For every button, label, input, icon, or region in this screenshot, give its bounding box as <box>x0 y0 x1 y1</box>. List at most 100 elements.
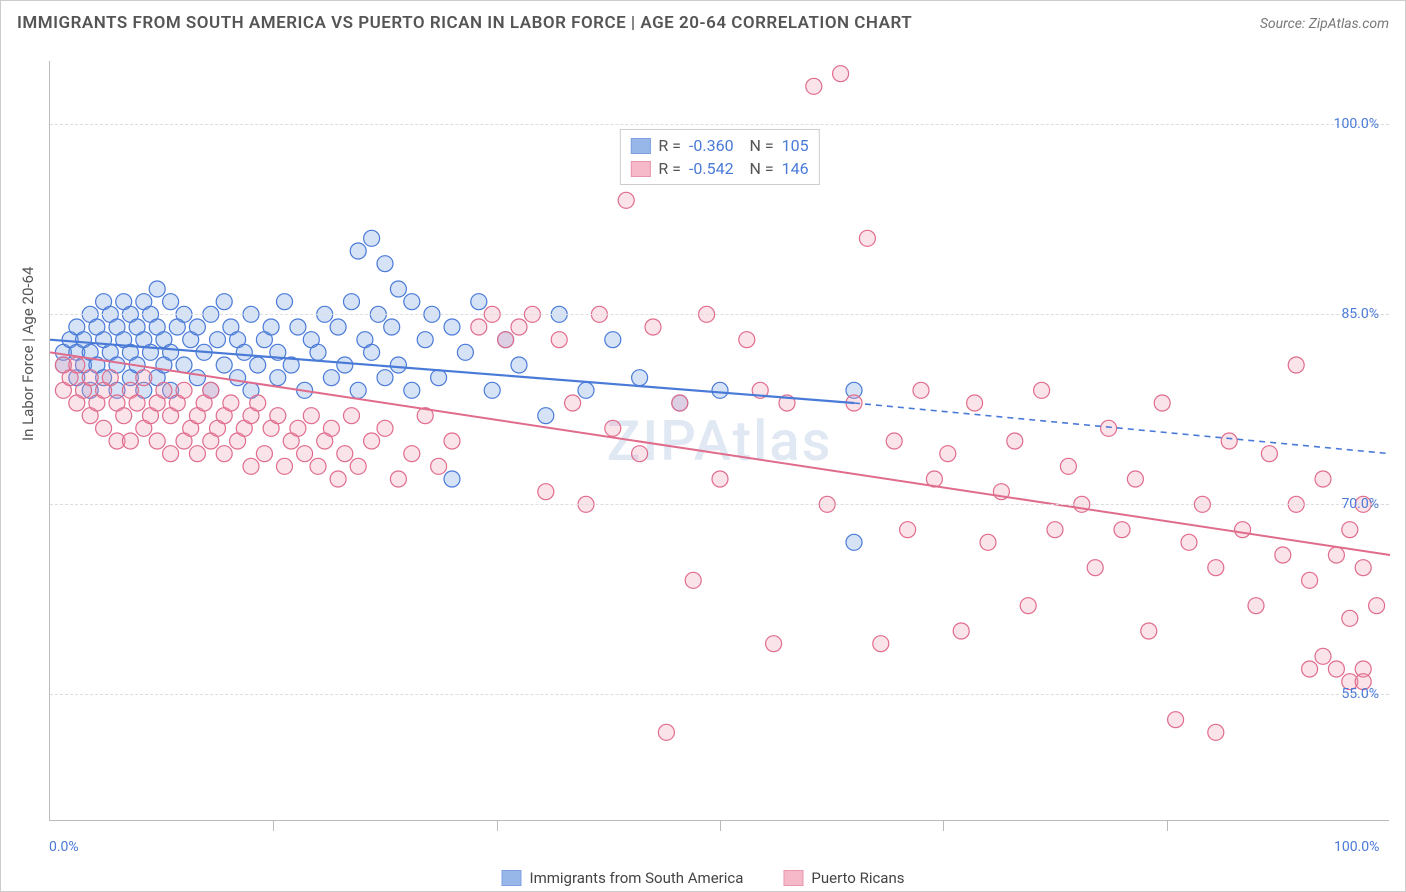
scatter-point <box>565 395 581 411</box>
scatter-point <box>538 484 554 500</box>
scatter-point <box>377 370 393 386</box>
swatch-series2 <box>630 161 650 177</box>
chart-title: IMMIGRANTS FROM SOUTH AMERICA VS PUERTO … <box>17 13 912 33</box>
scatter-point <box>390 281 406 297</box>
scatter-point <box>350 458 366 474</box>
scatter-point <box>176 357 192 373</box>
scatter-point <box>350 382 366 398</box>
scatter-point <box>364 344 380 360</box>
xtick-minor <box>943 821 944 831</box>
scatter-point <box>1235 522 1251 538</box>
scatter-point <box>270 370 286 386</box>
xtick-label: 100.0% <box>1334 839 1379 855</box>
scatter-point <box>1007 433 1023 449</box>
scatter-point <box>900 522 916 538</box>
scatter-point <box>303 408 319 424</box>
scatter-point <box>1141 623 1157 639</box>
scatter-point <box>538 408 554 424</box>
scatter-point <box>156 382 172 398</box>
scatter-point <box>290 319 306 335</box>
scatter-point <box>216 357 232 373</box>
scatter-point <box>323 420 339 436</box>
trend-line-dashed <box>854 403 1390 454</box>
xtick-label: 0.0% <box>49 839 79 855</box>
scatter-point <box>431 458 447 474</box>
gridline-h <box>50 694 1389 695</box>
xtick-minor <box>273 821 274 831</box>
scatter-point <box>203 382 219 398</box>
scatter-point <box>277 294 293 310</box>
scatter-point <box>290 420 306 436</box>
scatter-point <box>384 319 400 335</box>
scatter-point <box>1342 522 1358 538</box>
scatter-point <box>102 370 118 386</box>
scatter-point <box>69 357 85 373</box>
stat-n-value-1: 105 <box>782 136 809 155</box>
scatter-point <box>1275 547 1291 563</box>
scatter-point <box>1047 522 1063 538</box>
scatter-point <box>216 446 232 462</box>
scatter-point <box>236 344 252 360</box>
scatter-point <box>1369 598 1385 614</box>
scatter-point <box>444 319 460 335</box>
scatter-point <box>1208 724 1224 740</box>
scatter-point <box>632 446 648 462</box>
scatter-point <box>1168 712 1184 728</box>
scatter-point <box>1315 471 1331 487</box>
scatter-point <box>404 382 420 398</box>
scatter-point <box>330 319 346 335</box>
scatter-point <box>1261 446 1277 462</box>
stats-row-series1: R = -0.360 N = 105 <box>630 134 808 157</box>
scatter-point <box>310 458 326 474</box>
ytick-label: 70.0% <box>1341 496 1379 512</box>
scatter-point <box>310 344 326 360</box>
scatter-point <box>149 281 165 297</box>
scatter-point <box>417 332 433 348</box>
scatter-point <box>256 446 272 462</box>
scatter-point <box>337 446 353 462</box>
stat-n-label-2: N = <box>742 159 774 178</box>
scatter-point <box>471 294 487 310</box>
scatter-point <box>1034 382 1050 398</box>
scatter-point <box>250 395 266 411</box>
scatter-point <box>149 433 165 449</box>
scatter-point <box>511 319 527 335</box>
xtick-minor <box>1167 821 1168 831</box>
swatch-series1 <box>630 138 650 154</box>
scatter-point <box>390 471 406 487</box>
scatter-point <box>116 408 132 424</box>
scatter-point <box>163 294 179 310</box>
scatter-point <box>605 332 621 348</box>
scatter-point <box>1355 560 1371 576</box>
stat-n-label: N = <box>742 136 774 155</box>
scatter-point <box>578 382 594 398</box>
scatter-point <box>377 256 393 272</box>
scatter-point <box>1154 395 1170 411</box>
scatter-point <box>189 370 205 386</box>
xtick-minor <box>720 821 721 831</box>
scatter-point <box>364 433 380 449</box>
scatter-point <box>270 408 286 424</box>
scatter-point <box>967 395 983 411</box>
plot-area: ZIPAtlas R = -0.360 N = 105 R = -0.542 N… <box>49 61 1389 821</box>
scatter-point <box>1248 598 1264 614</box>
scatter-point <box>189 319 205 335</box>
scatter-point <box>136 370 152 386</box>
ytick-label: 55.0% <box>1341 686 1379 702</box>
bottom-legend: Immigrants from South America Puerto Ric… <box>501 869 904 887</box>
scatter-point <box>216 294 232 310</box>
scatter-point <box>806 78 822 94</box>
legend-swatch-series1 <box>501 870 521 886</box>
scatter-point <box>122 433 138 449</box>
scatter-point <box>739 332 755 348</box>
scatter-point <box>766 636 782 652</box>
stat-r-label: R = <box>658 136 681 155</box>
scatter-point <box>404 294 420 310</box>
scatter-point <box>1221 433 1237 449</box>
scatter-point <box>471 319 487 335</box>
scatter-point <box>484 382 500 398</box>
scatter-point <box>297 446 313 462</box>
xtick-minor <box>497 821 498 831</box>
scatter-point <box>330 471 346 487</box>
scatter-point <box>1101 420 1117 436</box>
